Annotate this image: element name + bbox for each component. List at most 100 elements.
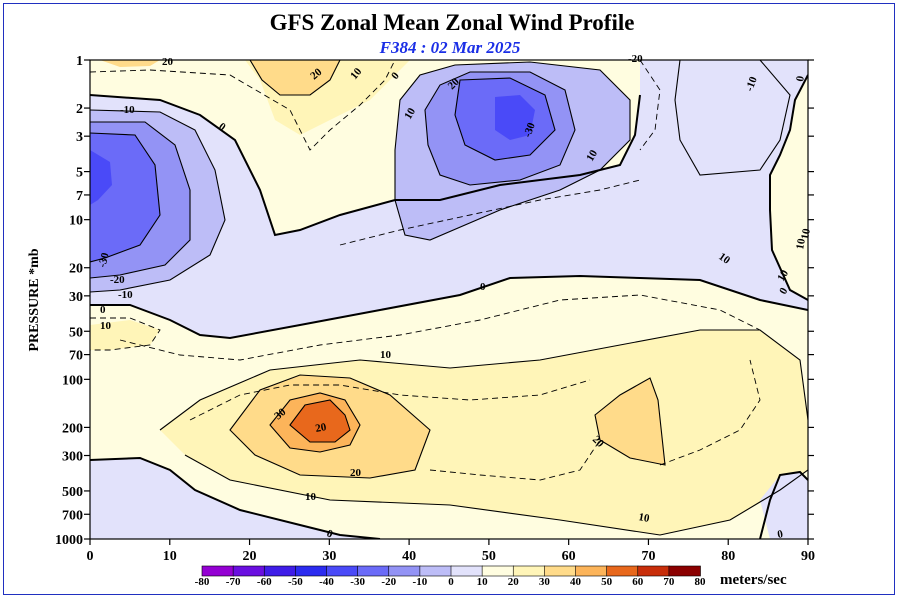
colorbar-swatch: [606, 565, 639, 577]
contour-neg20-center: [424, 71, 576, 186]
colorbar-unit-label: meters/sec: [720, 572, 787, 588]
dashed-contour-3: [119, 294, 761, 361]
x-tick-label: 10: [163, 549, 177, 564]
colorbar-swatch: [326, 565, 359, 577]
colorbar-swatch: [575, 565, 608, 577]
contour-20-right: [674, 60, 791, 176]
contour-label: -10: [118, 289, 133, 301]
field-40-50-subtropical: [290, 400, 350, 442]
contour-label: 0: [480, 281, 486, 293]
contour-label: -20: [628, 53, 643, 65]
colorbar-level-label: 30: [539, 576, 551, 588]
colorbar-swatch: [637, 565, 670, 577]
colorbar-level-label: -40: [319, 576, 334, 588]
colorbar-swatch: [357, 565, 390, 577]
x-tick-label: 40: [402, 549, 416, 564]
x-tick-label: 0: [87, 549, 94, 564]
contour-label: 0: [100, 304, 106, 316]
contour-zero-lower-right: [759, 470, 808, 539]
colorbar-level-label: -30: [350, 576, 365, 588]
contour-30-subtropical: [269, 392, 361, 453]
colorbar-swatch: [419, 565, 452, 577]
colorbar-level-label: 10: [477, 576, 489, 588]
plot-area: [90, 60, 808, 539]
colorbar-swatch: [450, 565, 483, 577]
contour-zero-upper: [90, 94, 641, 237]
contour-label: 20: [162, 56, 174, 68]
contour-label: 10: [794, 237, 808, 250]
contour-label: -10: [120, 104, 135, 116]
contour-label: -10: [744, 75, 760, 93]
colorbar-swatch: [388, 565, 421, 577]
contour-label: -20: [110, 274, 125, 286]
contour-label: 20: [350, 467, 362, 479]
field-20-30-top-left: [100, 60, 160, 67]
y-tick-label: 1: [76, 54, 83, 69]
y-tick-label: 3: [76, 130, 83, 145]
field-neg-upper-center-40: [495, 95, 535, 140]
x-tick-label: 60: [562, 549, 576, 564]
chart-frame: [3, 3, 895, 595]
colorbar-swatch: [232, 565, 266, 577]
contour-neg30-left: [90, 132, 161, 263]
field-20-30-top: [250, 60, 340, 95]
y-tick-label: 2: [76, 102, 83, 117]
y-tick-label: 500: [62, 485, 83, 500]
colorbar-level-label: -10: [413, 576, 428, 588]
colorbar-level-label: 20: [508, 576, 520, 588]
y-tick-label: 200: [62, 421, 83, 436]
colorbar-level-label: 70: [663, 576, 675, 588]
dashed-contours: [90, 60, 761, 481]
contour-label: 10: [637, 511, 650, 525]
x-tick-label: 80: [721, 549, 735, 564]
y-tick-label: 10: [69, 214, 83, 229]
colorbar-swatch: [668, 565, 701, 577]
y-tick-label: 1000: [55, 533, 83, 548]
contour-20-top: [249, 60, 341, 96]
contour-label: 20: [314, 421, 327, 435]
colorbar-swatch: [263, 565, 297, 577]
contour-label: -30: [96, 251, 112, 269]
contour-neg30-center: [454, 77, 556, 161]
contour-zero-lower: [90, 456, 381, 539]
colorbar-level-label: -60: [257, 576, 272, 588]
dashed-contour-1: [90, 60, 396, 151]
colorbar-level-label: -50: [288, 576, 303, 588]
contour-neg10-left: [90, 109, 226, 293]
y-tick-label: 20: [69, 262, 83, 277]
field-10-20-left: [90, 320, 160, 350]
contour-20-subtropical: [229, 374, 431, 479]
colorbar-swatch: [481, 565, 515, 577]
contour-neg20-left: [90, 121, 191, 279]
colorbar-level-label: 40: [570, 576, 582, 588]
colorbar-level-label: -70: [226, 576, 241, 588]
contour-label: 10: [799, 227, 813, 240]
y-tick-label: 50: [69, 325, 83, 340]
dashed-contour-2: [339, 179, 641, 246]
contour-label: 10: [380, 349, 392, 361]
contour-label: -30: [522, 121, 538, 139]
contour-label: 0: [325, 528, 335, 541]
colorbar-swatch: [295, 565, 328, 577]
contour-20-midlatitude: [594, 377, 666, 466]
field-neg-lower-right: [760, 472, 808, 539]
colorbar-level-label: 60: [632, 576, 644, 588]
y-tick-label: 300: [62, 450, 83, 465]
y-tick-label: 30: [69, 290, 83, 305]
dashed-contour-5: [429, 439, 601, 481]
dashed-contour-7: [90, 317, 161, 351]
contour-zero-right: [769, 74, 808, 301]
x-tick-label: 30: [322, 549, 336, 564]
contour-label: 10: [305, 491, 317, 503]
colorbar-level-label: 0: [448, 576, 454, 588]
y-tick-label: 700: [62, 508, 83, 523]
colorbar-level-label: 50: [601, 576, 613, 588]
contour-lines: [90, 60, 808, 539]
colorbar-level-label: -80: [195, 576, 210, 588]
colorbar-swatch: [201, 565, 234, 577]
colorbar-swatch: [544, 565, 577, 577]
contour-40-subtropical: [289, 399, 351, 443]
chart-title: GFS Zonal Mean Zonal Wind Profile: [270, 10, 635, 35]
